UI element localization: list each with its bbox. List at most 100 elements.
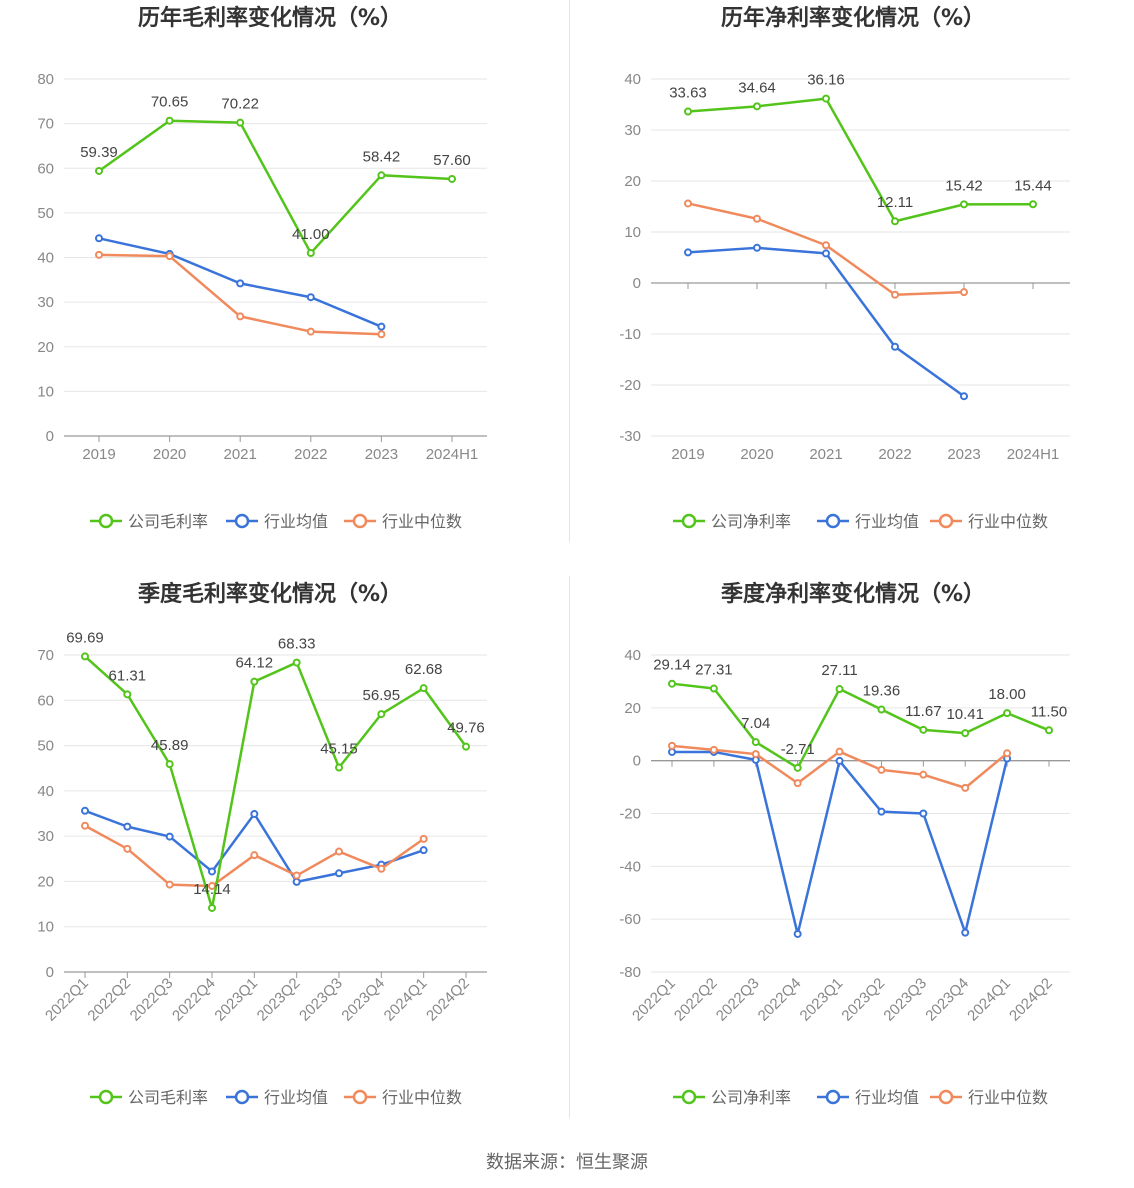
legend-item[interactable]: 行业中位数: [930, 1088, 1048, 1107]
legend-item[interactable]: 公司毛利率: [90, 512, 208, 531]
data-point[interactable]: [1045, 726, 1053, 735]
data-point[interactable]: [668, 741, 676, 750]
data-point[interactable]: [123, 690, 132, 699]
data-label: 33.63: [669, 84, 707, 101]
data-point[interactable]: [81, 806, 89, 815]
data-point[interactable]: [877, 807, 886, 816]
data-point[interactable]: [960, 392, 968, 401]
y-tick-label: 0: [46, 964, 54, 981]
legend-item[interactable]: 公司净利率: [673, 512, 791, 531]
data-point[interactable]: [292, 658, 301, 667]
data-point[interactable]: [306, 293, 315, 302]
data-point[interactable]: [236, 118, 245, 127]
legend-item[interactable]: 行业均值: [817, 1088, 919, 1107]
data-point[interactable]: [891, 342, 899, 351]
data-point[interactable]: [960, 288, 968, 297]
data-point[interactable]: [335, 847, 343, 856]
data-point[interactable]: [236, 279, 245, 288]
data-point[interactable]: [919, 725, 928, 734]
data-point[interactable]: [95, 234, 103, 243]
legend-marker-icon: [234, 1089, 250, 1105]
data-point[interactable]: [835, 685, 844, 694]
data-point[interactable]: [961, 928, 970, 937]
data-point[interactable]: [292, 871, 301, 880]
data-point[interactable]: [208, 903, 216, 912]
data-point[interactable]: [1003, 709, 1012, 718]
data-point[interactable]: [684, 107, 692, 116]
data-point[interactable]: [709, 745, 718, 754]
series-line: [98, 253, 382, 336]
legend-item[interactable]: 公司毛利率: [90, 1088, 208, 1107]
x-tick-label: 2023Q4: [922, 975, 972, 1025]
data-point[interactable]: [419, 834, 428, 843]
data-point[interactable]: [709, 684, 718, 693]
data-point[interactable]: [165, 832, 174, 841]
data-point[interactable]: [877, 705, 886, 714]
data-point[interactable]: [419, 684, 428, 693]
data-point[interactable]: [684, 248, 692, 257]
data-point[interactable]: [165, 880, 174, 889]
data-point[interactable]: [123, 822, 132, 831]
data-point[interactable]: [95, 166, 103, 175]
data-point[interactable]: [377, 710, 386, 719]
data-point[interactable]: [919, 770, 928, 779]
data-point[interactable]: [250, 809, 259, 818]
legend-item[interactable]: 行业均值: [226, 512, 328, 531]
data-point[interactable]: [751, 750, 760, 759]
data-point[interactable]: [793, 763, 802, 772]
data-point[interactable]: [123, 844, 132, 853]
data-point[interactable]: [919, 809, 928, 818]
data-point[interactable]: [961, 729, 970, 738]
data-point[interactable]: [835, 747, 844, 756]
data-point[interactable]: [822, 241, 830, 250]
data-point[interactable]: [377, 864, 386, 873]
data-point[interactable]: [250, 677, 259, 686]
data-point[interactable]: [793, 929, 802, 938]
data-point[interactable]: [236, 312, 245, 321]
data-point[interactable]: [891, 290, 899, 299]
data-point[interactable]: [877, 765, 886, 774]
legend-item[interactable]: 行业均值: [817, 512, 919, 531]
data-point[interactable]: [448, 174, 456, 183]
data-point[interactable]: [81, 821, 89, 830]
data-point[interactable]: [822, 249, 830, 258]
legend-item[interactable]: 行业中位数: [344, 512, 462, 531]
data-point[interactable]: [753, 102, 761, 111]
data-point[interactable]: [306, 327, 315, 336]
data-point[interactable]: [753, 243, 761, 252]
data-point[interactable]: [1029, 200, 1037, 209]
data-point[interactable]: [753, 214, 761, 223]
data-point[interactable]: [250, 851, 259, 860]
legend-item[interactable]: 行业中位数: [344, 1088, 462, 1107]
legend-item[interactable]: 公司净利率: [673, 1088, 791, 1107]
data-point[interactable]: [751, 738, 760, 747]
legend-item[interactable]: 行业均值: [226, 1088, 328, 1107]
data-point[interactable]: [419, 846, 428, 855]
data-point[interactable]: [462, 742, 470, 751]
data-point[interactable]: [822, 94, 830, 103]
data-point[interactable]: [835, 756, 844, 765]
data-point[interactable]: [684, 199, 692, 208]
data-point[interactable]: [306, 249, 315, 258]
data-point[interactable]: [335, 763, 343, 772]
data-point[interactable]: [891, 217, 899, 226]
legend-item[interactable]: 行业中位数: [930, 512, 1048, 531]
data-point[interactable]: [208, 867, 216, 876]
data-point[interactable]: [335, 869, 343, 878]
data-point[interactable]: [1003, 749, 1012, 758]
data-point[interactable]: [960, 200, 968, 209]
data-point[interactable]: [81, 652, 89, 661]
data-label: 58.42: [363, 148, 401, 165]
data-point[interactable]: [95, 250, 103, 259]
data-point[interactable]: [377, 330, 386, 339]
data-point[interactable]: [961, 783, 970, 792]
data-point[interactable]: [165, 760, 174, 769]
data-point[interactable]: [668, 679, 676, 688]
data-point[interactable]: [292, 877, 301, 886]
data-point[interactable]: [165, 116, 174, 125]
data-point[interactable]: [377, 322, 386, 331]
data-point[interactable]: [165, 252, 174, 261]
data-point[interactable]: [793, 779, 802, 788]
data-point[interactable]: [377, 171, 386, 180]
y-tick-label: -80: [619, 964, 641, 981]
